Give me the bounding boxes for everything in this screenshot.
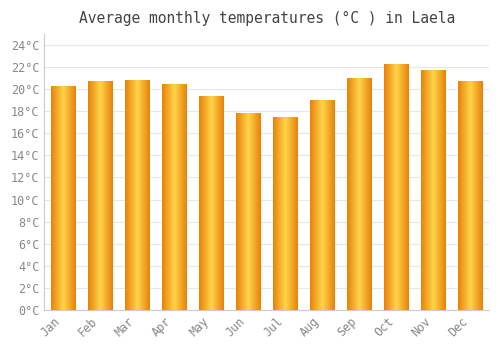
Title: Average monthly temperatures (°C ) in Laela: Average monthly temperatures (°C ) in La… — [78, 11, 455, 26]
